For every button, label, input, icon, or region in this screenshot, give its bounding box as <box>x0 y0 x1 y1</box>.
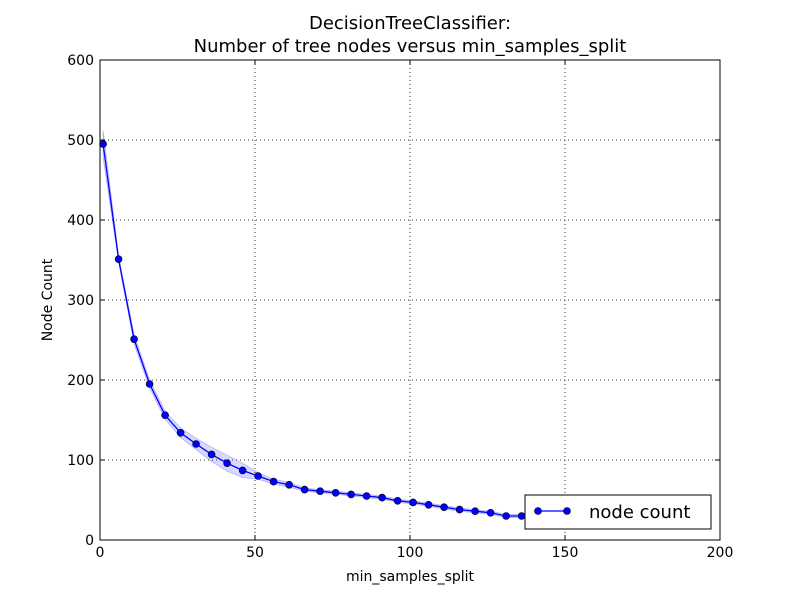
series-line-layer <box>102 143 708 527</box>
data-point <box>378 493 386 502</box>
data-point <box>347 490 355 499</box>
data-point <box>502 512 510 520</box>
data-point <box>331 488 340 497</box>
legend-marker <box>534 507 542 515</box>
data-point <box>455 505 464 514</box>
series-points-layer <box>99 140 712 530</box>
data-point <box>99 140 107 148</box>
data-point <box>409 498 417 507</box>
x-tick-label: 200 <box>707 545 734 561</box>
data-point <box>362 492 371 500</box>
chart-subtitle: Number of tree nodes versus min_samples_… <box>194 36 627 57</box>
data-point <box>192 440 200 448</box>
data-point <box>238 466 247 475</box>
data-point <box>285 480 293 489</box>
x-tick-label: 150 <box>552 545 579 561</box>
y-tick-label: 0 <box>85 533 94 549</box>
data-point <box>393 496 402 505</box>
x-axis-label: min_samples_split <box>346 569 475 585</box>
data-point <box>471 507 479 516</box>
data-point <box>145 380 154 388</box>
data-point <box>223 459 231 468</box>
x-tick-label: 100 <box>397 545 424 561</box>
y-tick-label: 400 <box>67 213 94 229</box>
data-point <box>130 335 138 344</box>
legend-box <box>524 494 712 530</box>
y-axis-label: Node Count <box>40 258 56 341</box>
data-point <box>424 500 433 509</box>
grid-layer <box>100 60 720 540</box>
y-tick-label: 500 <box>67 133 94 149</box>
data-point <box>161 411 169 420</box>
confidence-band-layer <box>102 130 708 528</box>
y-ticks: 0 100 200 300 400 500 600 <box>67 53 720 549</box>
data-point <box>176 428 185 437</box>
data-point <box>440 503 448 512</box>
x-tick-label: 50 <box>246 545 264 561</box>
y-tick-label: 600 <box>67 53 94 69</box>
y-tick-label: 200 <box>67 373 94 389</box>
legend: node count <box>524 494 712 530</box>
data-point <box>269 477 278 486</box>
legend-marker <box>563 507 571 515</box>
data-point <box>114 255 123 264</box>
data-point <box>254 472 262 480</box>
data-point <box>300 485 309 494</box>
series-line <box>102 143 708 527</box>
x-ticks: 0 50 100 150 200 <box>96 60 734 561</box>
data-point <box>316 487 324 496</box>
x-tick-label: 0 <box>96 545 105 561</box>
y-tick-label: 100 <box>67 453 94 469</box>
data-point <box>517 512 526 520</box>
chart-title: DecisionTreeClassifier: <box>309 13 511 34</box>
legend-label: node count <box>589 502 690 523</box>
confidence-band <box>102 130 708 528</box>
data-point <box>207 450 216 459</box>
y-tick-label: 300 <box>67 293 94 309</box>
data-point <box>486 508 495 517</box>
